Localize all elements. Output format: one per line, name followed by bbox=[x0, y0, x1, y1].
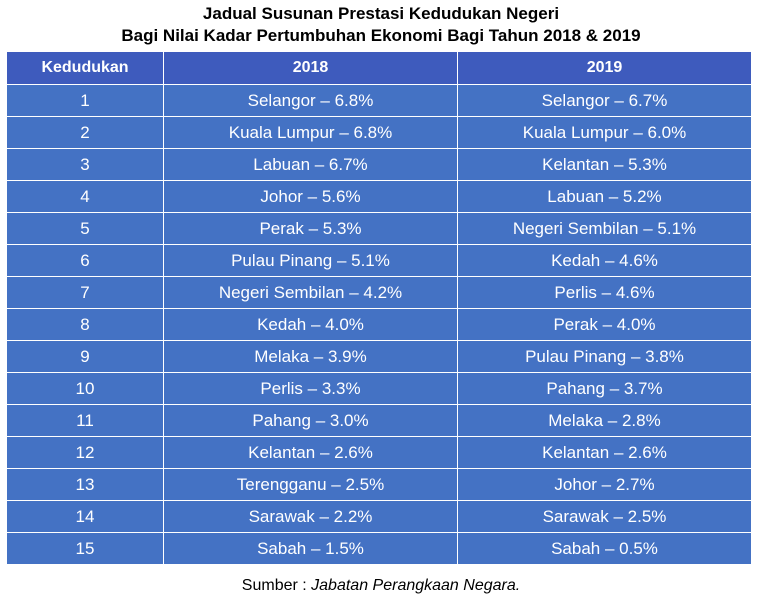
cell-2018: Pulau Pinang – 5.1% bbox=[163, 244, 458, 277]
rank-cell: 4 bbox=[6, 180, 164, 213]
cell-2018: Pahang – 3.0% bbox=[163, 404, 458, 437]
cell-2018: Perlis – 3.3% bbox=[163, 372, 458, 405]
rank-cell: 10 bbox=[6, 372, 164, 405]
cell-2019: Kedah – 4.6% bbox=[457, 244, 752, 277]
rank-cell: 3 bbox=[6, 148, 164, 181]
cell-2019: Sarawak – 2.5% bbox=[457, 500, 752, 533]
cell-2018: Selangor – 6.8% bbox=[163, 84, 458, 117]
table-row: 9 Melaka – 3.9% Pulau Pinang – 3.8% bbox=[6, 340, 752, 373]
cell-2018: Sarawak – 2.2% bbox=[163, 500, 458, 533]
cell-2018: Labuan – 6.7% bbox=[163, 148, 458, 181]
table-row: 8 Kedah – 4.0% Perak – 4.0% bbox=[6, 308, 752, 341]
column-header-2018: 2018 bbox=[163, 51, 458, 85]
rank-cell: 6 bbox=[6, 244, 164, 277]
cell-2019: Selangor – 6.7% bbox=[457, 84, 752, 117]
cell-2018: Kuala Lumpur – 6.8% bbox=[163, 116, 458, 149]
rank-cell: 15 bbox=[6, 532, 164, 565]
table-row: 15 Sabah – 1.5% Sabah – 0.5% bbox=[6, 532, 752, 565]
rank-cell: 9 bbox=[6, 340, 164, 373]
table-row: 7 Negeri Sembilan – 4.2% Perlis – 4.6% bbox=[6, 276, 752, 309]
cell-2018: Negeri Sembilan – 4.2% bbox=[163, 276, 458, 309]
rank-cell: 12 bbox=[6, 436, 164, 469]
cell-2019: Kelantan – 5.3% bbox=[457, 148, 752, 181]
cell-2019: Perlis – 4.6% bbox=[457, 276, 752, 309]
cell-2018: Perak – 5.3% bbox=[163, 212, 458, 245]
cell-2019: Melaka – 2.8% bbox=[457, 404, 752, 437]
rank-cell: 11 bbox=[6, 404, 164, 437]
cell-2018: Kedah – 4.0% bbox=[163, 308, 458, 341]
rank-cell: 7 bbox=[6, 276, 164, 309]
table-row: 13 Terengganu – 2.5% Johor – 2.7% bbox=[6, 468, 752, 501]
table-row: 6 Pulau Pinang – 5.1% Kedah – 4.6% bbox=[6, 244, 752, 277]
rank-cell: 2 bbox=[6, 116, 164, 149]
title-line-1: Jadual Susunan Prestasi Kedudukan Negeri bbox=[202, 4, 560, 23]
column-header-rank: Kedudukan bbox=[6, 51, 164, 85]
cell-2019: Kuala Lumpur – 6.0% bbox=[457, 116, 752, 149]
table-row: 2 Kuala Lumpur – 6.8% Kuala Lumpur – 6.0… bbox=[6, 116, 752, 149]
cell-2019: Sabah – 0.5% bbox=[457, 532, 752, 565]
rank-cell: 13 bbox=[6, 468, 164, 501]
table-row: 4 Johor – 5.6% Labuan – 5.2% bbox=[6, 180, 752, 213]
table-row: 12 Kelantan – 2.6% Kelantan – 2.6% bbox=[6, 436, 752, 469]
cell-2019: Labuan – 5.2% bbox=[457, 180, 752, 213]
source-prefix: Sumber : bbox=[241, 577, 312, 594]
table-row: 5 Perak – 5.3% Negeri Sembilan – 5.1% bbox=[6, 212, 752, 245]
table-row: 14 Sarawak – 2.2% Sarawak – 2.5% bbox=[6, 500, 752, 533]
table-row: 3 Labuan – 6.7% Kelantan – 5.3% bbox=[6, 148, 752, 181]
cell-2018: Sabah – 1.5% bbox=[163, 532, 458, 565]
cell-2019: Johor – 2.7% bbox=[457, 468, 752, 501]
source-name: Jabatan Perangkaan Negara. bbox=[311, 577, 521, 594]
table-row: 1 Selangor – 6.8% Selangor – 6.7% bbox=[6, 84, 752, 117]
ranking-table: Kedudukan 2018 2019 1 Selangor – 6.8% Se… bbox=[6, 51, 752, 565]
cell-2018: Johor – 5.6% bbox=[163, 180, 458, 213]
rank-cell: 5 bbox=[6, 212, 164, 245]
rank-cell: 14 bbox=[6, 500, 164, 533]
cell-2019: Negeri Sembilan – 5.1% bbox=[457, 212, 752, 245]
cell-2019: Pahang – 3.7% bbox=[457, 372, 752, 405]
table-row: 11 Pahang – 3.0% Melaka – 2.8% bbox=[6, 404, 752, 437]
table-body: 1 Selangor – 6.8% Selangor – 6.7% 2 Kual… bbox=[6, 84, 752, 565]
table-row: 10 Perlis – 3.3% Pahang – 3.7% bbox=[6, 372, 752, 405]
title-line-2: Bagi Nilai Kadar Pertumbuhan Ekonomi Bag… bbox=[121, 26, 641, 45]
rank-cell: 1 bbox=[6, 84, 164, 117]
ranking-table-container: Kedudukan 2018 2019 1 Selangor – 6.8% Se… bbox=[6, 51, 752, 565]
cell-2018: Kelantan – 2.6% bbox=[163, 436, 458, 469]
column-header-2019: 2019 bbox=[457, 51, 752, 85]
cell-2019: Kelantan – 2.6% bbox=[457, 436, 752, 469]
table-header-row: Kedudukan 2018 2019 bbox=[6, 51, 752, 85]
source-note: Sumber : Jabatan Perangkaan Negara. bbox=[0, 577, 762, 595]
page-title: Jadual Susunan Prestasi Kedudukan Negeri… bbox=[0, 3, 762, 47]
cell-2019: Pulau Pinang – 3.8% bbox=[457, 340, 752, 373]
rank-cell: 8 bbox=[6, 308, 164, 341]
cell-2019: Perak – 4.0% bbox=[457, 308, 752, 341]
cell-2018: Terengganu – 2.5% bbox=[163, 468, 458, 501]
cell-2018: Melaka – 3.9% bbox=[163, 340, 458, 373]
